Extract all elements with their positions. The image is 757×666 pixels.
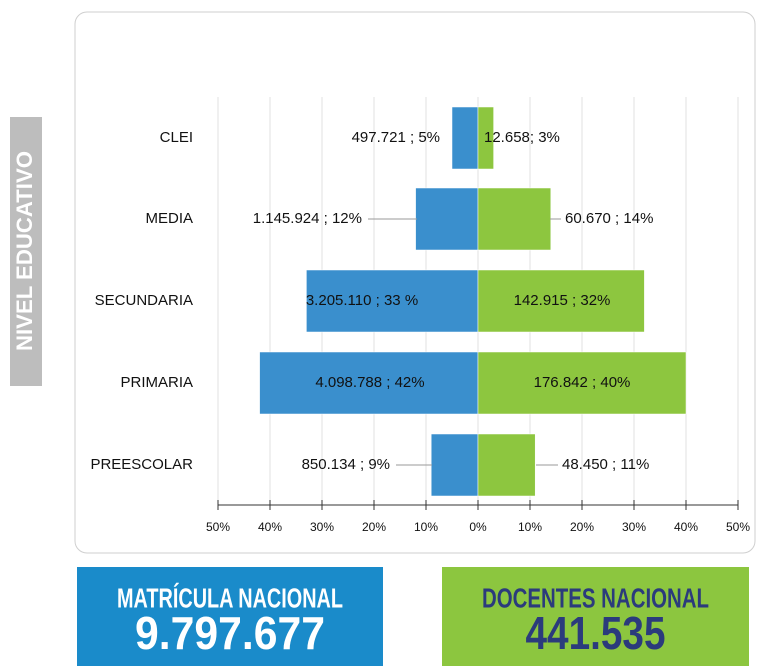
summary-box — [442, 567, 749, 666]
value-label: 176.842 ; 40% — [534, 374, 631, 391]
value-label: 4.098.788 ; 42% — [315, 374, 424, 391]
side-label-box — [10, 117, 42, 386]
summary-box — [77, 567, 383, 666]
category-label: MEDIA — [145, 210, 193, 227]
value-label: 48.450 ; 11% — [562, 456, 649, 473]
bar — [477, 433, 536, 497]
x-tick-label: 50% — [206, 520, 230, 534]
bar — [477, 351, 687, 415]
summary-title: DOCENTES NACIONAL — [482, 582, 709, 613]
category-label: CLEI — [160, 129, 193, 146]
summary-value: 9.797.677 — [135, 607, 325, 659]
x-tick-label: 50% — [726, 520, 750, 534]
x-tick-label: 40% — [258, 520, 282, 534]
x-tick-label: 10% — [518, 520, 542, 534]
value-label: 3.205.110 ; 33 % — [306, 292, 418, 309]
bar — [477, 106, 494, 170]
summary-value: 441.535 — [526, 607, 666, 659]
category-label: PRIMARIA — [120, 374, 193, 391]
bar — [477, 187, 552, 251]
x-tick-label: 10% — [414, 520, 438, 534]
value-label: 142.915 ; 32% — [514, 292, 611, 309]
value-label: 497.721 ; 5% — [352, 129, 440, 146]
y-axis-label: NIVEL EDUCATIVO — [12, 151, 37, 351]
x-tick-label: 20% — [570, 520, 594, 534]
bar — [451, 106, 479, 170]
x-tick-label: 0% — [469, 520, 487, 534]
value-label: 850.134 ; 9% — [302, 456, 390, 473]
category-label: PREESCOLAR — [90, 456, 193, 473]
bar — [430, 433, 479, 497]
x-tick-label: 40% — [674, 520, 698, 534]
bar — [415, 187, 479, 251]
bar — [477, 269, 645, 333]
summary-title: MATRÍCULA NACIONAL — [117, 582, 343, 613]
x-tick-label: 30% — [622, 520, 646, 534]
x-tick-label: 20% — [362, 520, 386, 534]
value-label: 1.145.924 ; 12% — [253, 210, 362, 227]
x-tick-label: 30% — [310, 520, 334, 534]
value-label: 60.670 ; 14% — [565, 210, 653, 227]
value-label: 12.658; 3% — [484, 129, 560, 146]
bar — [306, 269, 479, 333]
category-label: SECUNDARIA — [95, 292, 193, 309]
